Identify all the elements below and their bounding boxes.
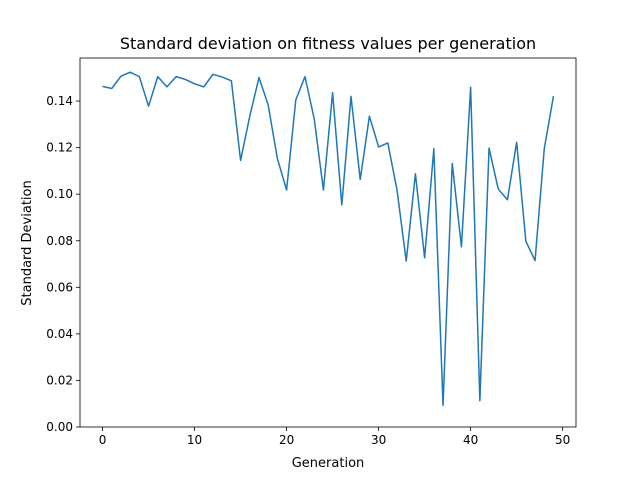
- plot-frame: [79, 57, 577, 428]
- x-tick-label: 20: [279, 433, 294, 447]
- y-tick-label: 0.00: [46, 420, 73, 434]
- y-tick-label: 0.12: [46, 141, 73, 155]
- y-tick-label: 0.10: [46, 187, 73, 201]
- x-tick-label: 10: [187, 433, 202, 447]
- x-tick-label: 30: [371, 433, 386, 447]
- x-tick-label: 0: [99, 433, 107, 447]
- series-line: [102, 71, 555, 407]
- x-axis-label: Generation: [292, 456, 365, 471]
- y-tick-label: 0.04: [46, 327, 73, 341]
- y-tick-label: 0.02: [46, 373, 73, 387]
- plot-area: 0 10 20 30 40 50 0.00 0.02 0.04 0.06 0.08 0.10 0.12 0…: [46, 57, 577, 447]
- x-tick-label: 40: [463, 433, 478, 447]
- y-tick-label: 0.14: [46, 94, 73, 108]
- y-tick-label: 0.08: [46, 234, 73, 248]
- chart-title: Standard deviation on fitness values per…: [120, 34, 536, 53]
- y-axis-label: Standard Deviation: [20, 180, 35, 305]
- y-tick-label: 0.06: [46, 280, 73, 294]
- x-tick-label: 50: [555, 433, 570, 447]
